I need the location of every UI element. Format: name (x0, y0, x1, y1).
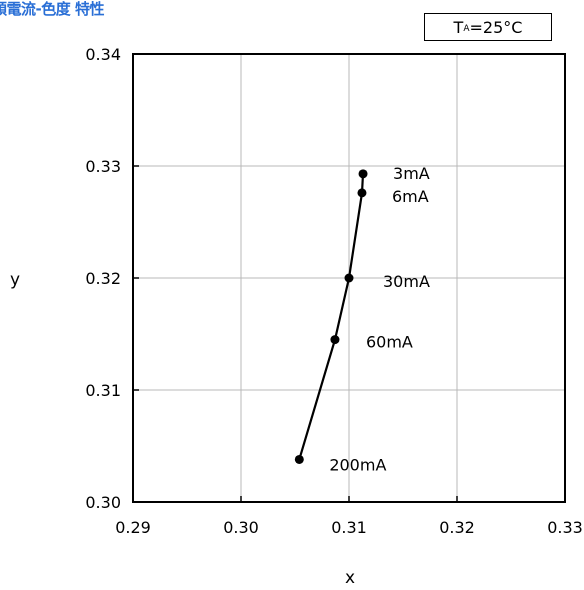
y-tick-label: 0.34 (85, 45, 121, 64)
data-label: 30mA (383, 272, 430, 291)
data-point (357, 188, 367, 198)
x-tick-label: 0.32 (439, 518, 475, 537)
chart-title: 順電流-色度 特性 (0, 0, 104, 18)
condition-subscript: A (463, 24, 470, 34)
data-point (358, 169, 368, 179)
y-tick-label: 0.33 (85, 157, 121, 176)
x-tick-label: 0.31 (331, 518, 367, 537)
x-axis-label: x (345, 568, 356, 588)
y-tick-label: 0.32 (85, 269, 121, 288)
x-tick-label: 0.30 (223, 518, 259, 537)
condition-label: T (453, 17, 464, 37)
y-tick-label: 0.31 (85, 381, 121, 400)
y-axis-label: y (10, 270, 21, 290)
data-label: 3mA (393, 164, 430, 183)
temperature-condition-box: T A =25°C (424, 13, 552, 41)
data-point (294, 454, 304, 464)
series-line (298, 173, 365, 460)
condition-value: =25°C (469, 17, 523, 37)
data-label: 200mA (329, 455, 386, 474)
x-tick-label: 0.33 (547, 518, 583, 537)
x-tick-label: 0.29 (115, 518, 151, 537)
data-label: 60mA (366, 333, 413, 352)
data-point (344, 273, 354, 283)
y-tick-label: 0.30 (85, 493, 121, 512)
data-label: 6mA (392, 187, 429, 206)
data-point (330, 335, 340, 345)
